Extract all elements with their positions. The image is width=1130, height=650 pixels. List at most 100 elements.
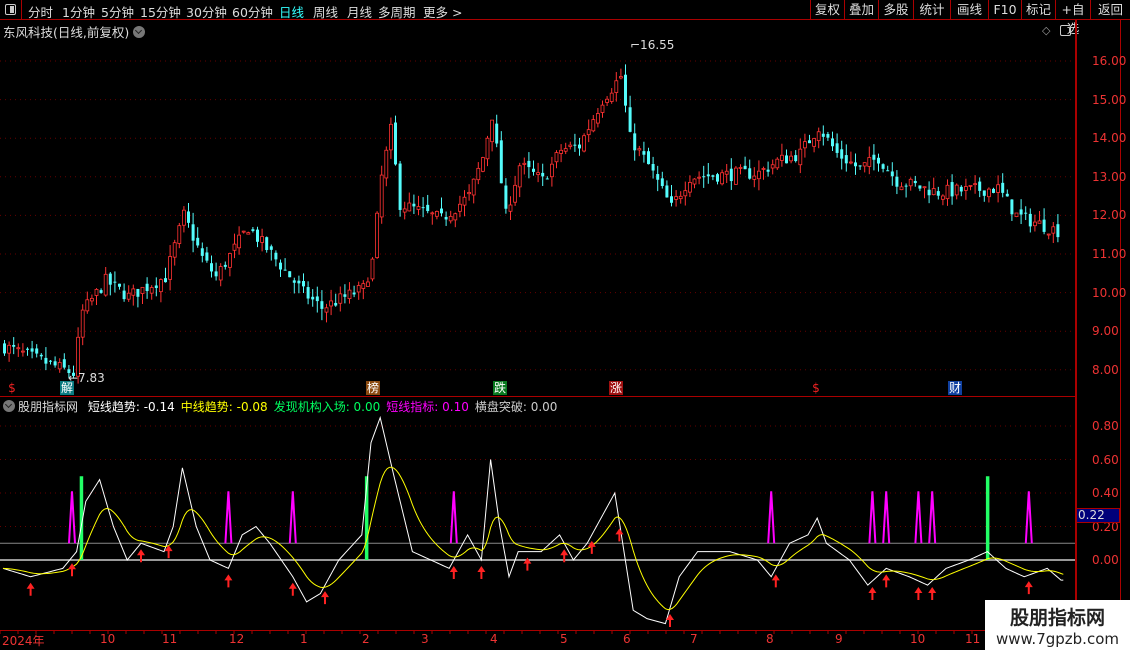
candle-body [292,280,296,283]
candle-body [26,348,29,350]
panel-toggle-right-icon[interactable] [1060,25,1071,36]
candle-body [365,281,370,287]
stock-title[interactable]: 东风科技(日线,前复权) [3,22,146,41]
period-tab[interactable]: 1分钟 [62,5,95,20]
period-tab[interactable]: 日线 [279,5,305,20]
candle-body [522,162,527,165]
candle-body [964,186,968,191]
candle-body [12,344,16,347]
dropdown-icon[interactable] [133,26,146,38]
period-tab[interactable]: 分时 [28,5,54,20]
candle-body [743,165,747,170]
candle-body [416,206,421,210]
toolbar-button[interactable]: 叠加 [844,0,878,20]
candle-body [324,307,329,313]
indicator-value: 中线趋势: -0.08 [180,400,268,414]
price-axis-label: 16.00 [1092,54,1127,68]
candle-body [973,183,977,186]
candle-body [992,188,995,193]
candle-body [467,192,472,195]
indicator-name[interactable]: 股朋指标网 [18,400,79,414]
indicator-legend: 股朋指标网 短线趋势: -0.14 中线趋势: -0.08 发现机构入场: 0.00… [3,398,569,415]
candle-body [702,176,706,178]
candle-body [232,243,237,251]
candle-body [614,80,619,93]
candle-body [16,347,21,350]
candle-body [922,186,927,189]
candle-body [757,170,761,180]
candle-body [205,252,209,261]
period-tab[interactable]: 15分钟 [140,5,181,20]
candle-body [402,208,407,213]
period-tab[interactable]: 60分钟 [232,5,273,20]
candle-body [1014,212,1019,218]
candle-body [1024,212,1028,214]
short-trend-line [2,415,1064,625]
period-tab[interactable]: 30分钟 [186,5,227,20]
period-tab[interactable]: 更多 > [423,5,463,20]
candle-body [766,169,770,172]
candle-body [573,144,577,146]
candle-body [1001,182,1005,193]
candle-body [711,175,715,177]
candle-body [113,281,117,283]
candle-body [297,280,301,284]
candle-body [678,195,683,200]
signal-marker[interactable]: 跌 [493,381,507,395]
signal-marker[interactable]: $ [812,381,820,395]
pane-divider[interactable] [0,396,1075,397]
candle-body [982,190,986,196]
candle-body [831,138,834,147]
price-axis-label: 9.00 [1092,324,1119,339]
candle-body [177,225,182,244]
time-axis-label: 11 [162,632,178,646]
panel-toggle-icon[interactable] [0,0,22,20]
signal-marker[interactable]: 财 [948,381,962,395]
signal-marker[interactable]: 涨 [609,381,623,395]
toolbar-button[interactable]: 画线 [950,0,988,20]
candle-body [136,288,140,297]
signal-marker[interactable]: 榜 [366,381,380,395]
candle-body [913,180,917,184]
candle-body [1051,226,1056,234]
diamond-icon[interactable]: ◇ [1042,24,1051,37]
period-tab[interactable]: 多周期 [378,5,416,20]
candle-body [591,119,596,132]
candle-body [20,350,25,353]
candle-body [748,168,752,179]
low-price-label: ←7.83 [68,371,105,385]
candle-body [440,208,443,214]
signal-marker[interactable]: $ [8,381,16,395]
period-tab[interactable]: 周线 [313,5,339,20]
candle-body [370,258,375,280]
candle-body [798,148,803,166]
period-tab[interactable]: 5分钟 [101,5,134,20]
indicator-dropdown-icon[interactable] [3,400,15,412]
buy-arrow-icon [587,540,596,554]
candle-body [302,281,305,287]
green-spike [985,476,990,560]
toolbar-button[interactable]: 复权 [810,0,844,20]
toolbar-button[interactable]: 统计 [913,0,950,20]
candle-body [517,165,522,188]
candle-body [1033,221,1037,227]
candle-body [471,178,476,196]
toolbar-button[interactable]: F10 [988,0,1021,20]
candle-body [959,186,963,192]
candle-body [407,202,412,212]
candle-body [67,369,71,374]
signal-marker[interactable]: 解 [60,381,74,395]
magenta-spike [288,491,297,544]
toolbar-button[interactable]: 标记 [1021,0,1055,20]
candle-body [499,140,503,184]
toolbar-button[interactable]: 返回 [1090,0,1130,20]
candle-body [375,212,380,258]
period-tab[interactable]: 月线 [347,5,373,20]
toolbar-button[interactable]: 多股 [878,0,913,20]
candle-body [329,300,334,307]
watermark-name: 股朋指标网 [1009,607,1105,629]
buy-arrow-icon [288,582,297,596]
time-axis-label: 8 [766,632,774,646]
candle-body [334,302,338,306]
